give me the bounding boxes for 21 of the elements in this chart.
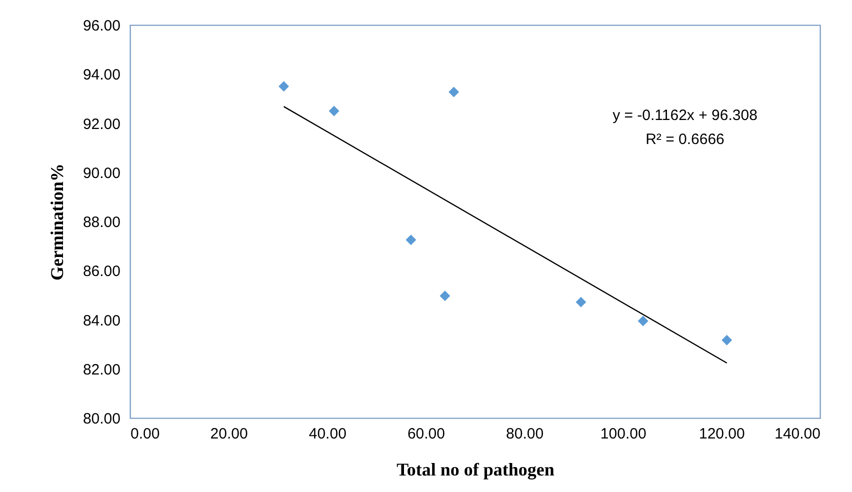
x-tick-label: 140.00 (774, 426, 820, 442)
annotation: R² = 0.6666 (646, 131, 724, 148)
y-axis-title: Germination% (46, 164, 67, 280)
x-tick-label: 40.00 (308, 426, 346, 442)
x-tick-label: 100.00 (600, 426, 646, 442)
x-tick-label: 80.00 (506, 426, 544, 442)
x-tick-label: 20.00 (210, 426, 248, 442)
annotation: y = -0.1162x + 96.308 (612, 107, 758, 124)
y-tick-label: 94.00 (82, 66, 120, 84)
y-tick-label: 92.00 (82, 116, 120, 133)
x-tick-label: 120.00 (698, 426, 745, 442)
y-tick-label: 84.00 (82, 312, 120, 330)
x-tick-label: 60.00 (407, 426, 445, 442)
y-tick-label: 80.00 (82, 410, 120, 428)
y-tick-label: 82.00 (82, 361, 120, 378)
x-axis-title: Total no of pathogen (396, 460, 554, 480)
y-tick-label: 96.00 (82, 18, 120, 34)
x-tick-label: 0.00 (130, 426, 160, 442)
y-tick-label: 86.00 (82, 263, 120, 280)
y-tick-label: 90.00 (82, 164, 120, 182)
y-tick-label: 88.00 (82, 214, 120, 231)
